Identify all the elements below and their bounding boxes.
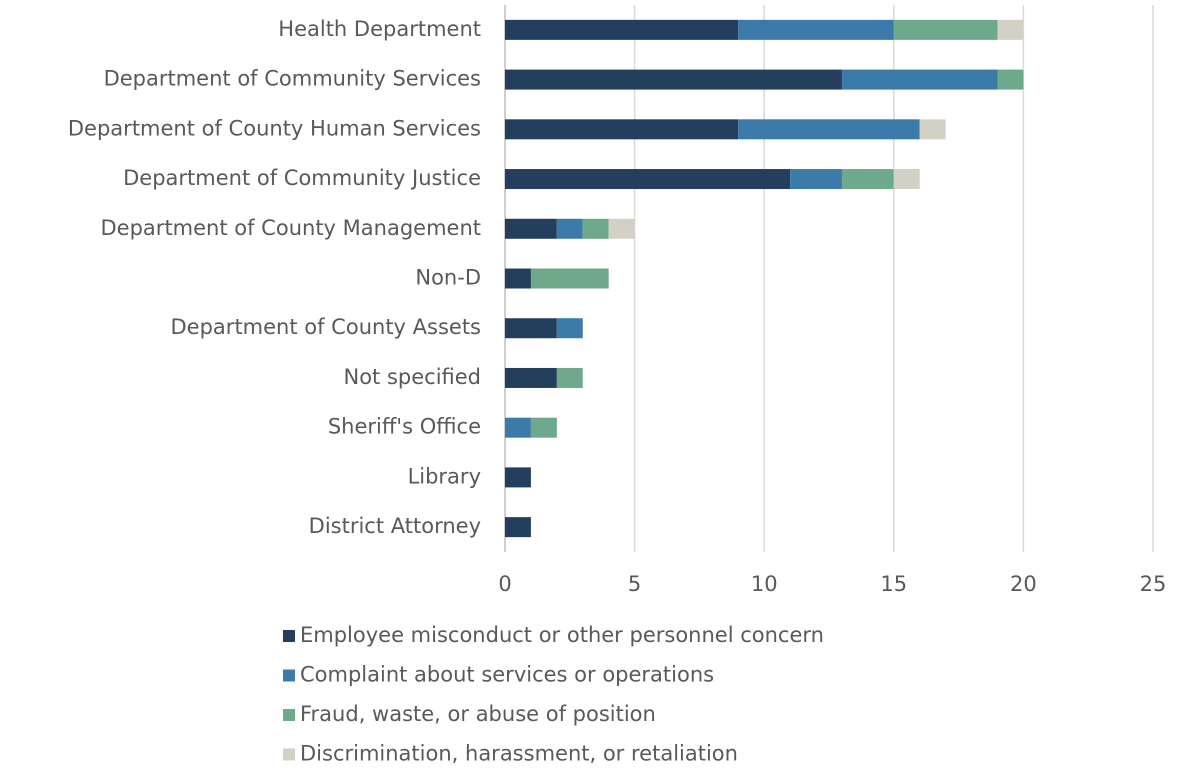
legend-label: Employee misconduct or other personnel c… [300,623,824,647]
y-tick-label: District Attorney [309,514,481,538]
bar-segment [530,268,609,289]
bar-segment [841,169,894,190]
bar-segment [556,367,583,388]
bar-segment [505,367,557,388]
bar-segment [556,218,583,239]
bar-segment [841,69,998,90]
x-tick-label: 10 [751,572,778,596]
bar-segment [893,19,998,40]
x-tick-label: 15 [880,572,907,596]
bar-segment [505,119,739,140]
y-tick-label: Non-D [415,266,481,290]
bar-segment [505,218,557,239]
legend-swatch [283,709,295,721]
bar-segment [505,467,531,488]
bar-segment [505,19,739,40]
bar-segment [738,119,920,140]
bar-segment [505,169,791,190]
legend-swatch [283,669,295,682]
bar-segment [738,19,894,40]
x-tick-label: 5 [628,572,641,596]
y-tick-label: Sheriff's Office [328,415,481,439]
y-tick-label: Not specified [343,365,481,389]
bar-segment [505,69,842,90]
bar-segment [556,318,583,339]
y-tick-label: Department of Community Justice [123,166,481,190]
bar-segment [530,417,557,438]
bar-segment [505,318,557,339]
legend-swatch [283,748,295,761]
bar-segment [919,119,946,140]
bar-segment [505,417,531,438]
legend-label: Complaint about services or operations [300,663,714,687]
y-tick-label: Department of County Management [101,216,481,240]
legend-label: Fraud, waste, or abuse of position [300,702,656,726]
y-tick-label: Health Department [278,17,481,41]
bar-segment [997,19,1024,40]
bar-segment [582,218,609,239]
x-tick-label: 0 [498,572,511,596]
y-tick-label: Department of Community Services [104,67,481,91]
bar-segment [608,218,635,239]
y-tick-label: Department of County Assets [171,315,481,339]
bar-segment [505,517,531,538]
legend-label: Discrimination, harassment, or retaliati… [300,742,738,766]
bar-segment [790,169,842,190]
x-tick-label: 25 [1140,572,1167,596]
bar-segment [997,69,1024,90]
x-tick-label: 20 [1010,572,1037,596]
y-tick-label: Department of County Human Services [68,116,481,140]
bar-segment [893,169,920,190]
legend-swatch [283,630,295,642]
bar-segment [505,268,531,289]
y-tick-label: Library [408,464,481,488]
